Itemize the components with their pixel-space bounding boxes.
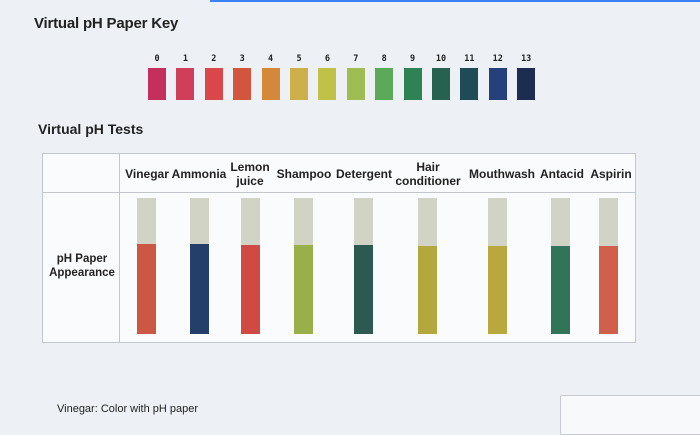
column-header-aspirin: Aspirin (590, 167, 632, 181)
key-swatch-10 (432, 68, 450, 100)
key-swatch-5 (290, 68, 308, 100)
key-number-2: 2 (211, 54, 217, 64)
column-header-lemon-juice: Lemon juice (230, 160, 270, 188)
column-header-mouthwash: Mouthwash (469, 167, 535, 181)
column-header-hair-conditioner: Hair conditioner (395, 160, 461, 188)
ph-tests-table: pH Paper Appearance Vinegar Ammonia Lemo… (42, 153, 636, 343)
key-swatch-8 (375, 68, 394, 100)
strip-color (354, 245, 373, 334)
answer-input-box[interactable] (560, 395, 700, 435)
key-number-3: 3 (239, 54, 245, 64)
key-swatch-0 (148, 68, 166, 100)
key-swatch-11 (460, 68, 479, 100)
key-swatch-3 (233, 68, 252, 100)
key-title: Virtual pH Paper Key (34, 15, 179, 32)
key-swatch-2 (204, 68, 223, 100)
key-swatch-4 (261, 68, 280, 100)
strip-lemon-juice (241, 198, 260, 334)
column-header-ammonia: Ammonia (171, 167, 227, 181)
strip-color (190, 244, 209, 334)
key-number-10: 10 (435, 54, 447, 64)
key-number-11: 11 (464, 54, 475, 64)
column-header-vinegar: Vinegar (125, 167, 169, 181)
strip-detergent (354, 198, 373, 334)
key-number-12: 12 (492, 54, 503, 64)
key-swatch-13 (517, 68, 536, 100)
top-accent-line (210, 0, 700, 2)
strip-color (551, 246, 570, 334)
key-swatch-7 (346, 68, 365, 100)
strip-color (137, 244, 156, 334)
key-number-7: 7 (353, 54, 359, 64)
key-number-0: 0 (154, 54, 160, 64)
tests-title: Virtual pH Tests (38, 121, 144, 137)
key-number-9: 9 (410, 54, 416, 64)
row-label: pH Paper Appearance (49, 253, 115, 279)
key-number-6: 6 (324, 54, 330, 64)
key-swatch-9 (403, 68, 422, 100)
strip-color (488, 246, 507, 334)
key-swatch-6 (318, 68, 337, 100)
row-label-divider (119, 154, 120, 342)
strip-vinegar (137, 198, 156, 334)
key-swatch-1 (176, 68, 195, 100)
strip-color (241, 245, 260, 334)
key-number-1: 1 (182, 54, 188, 64)
key-number-5: 5 (296, 54, 302, 64)
strip-hair-conditioner (418, 198, 437, 334)
strip-mouthwash (488, 198, 507, 334)
key-number-8: 8 (381, 54, 387, 64)
key-number-4: 4 (268, 54, 274, 64)
header-divider (43, 192, 635, 193)
strip-antacid (551, 198, 570, 334)
column-header-shampoo: Shampoo (276, 167, 332, 181)
strip-shampoo (294, 198, 313, 334)
column-header-detergent: Detergent (335, 167, 392, 181)
strip-color (294, 245, 313, 334)
column-header-antacid: Antacid (539, 167, 584, 181)
strip-color (599, 246, 618, 334)
strip-aspirin (599, 198, 618, 334)
key-swatch-12 (488, 68, 507, 100)
caption: Vinegar: Color with pH paper (57, 403, 199, 415)
strip-ammonia (190, 198, 209, 334)
key-number-13: 13 (521, 54, 532, 64)
strip-color (418, 246, 437, 334)
